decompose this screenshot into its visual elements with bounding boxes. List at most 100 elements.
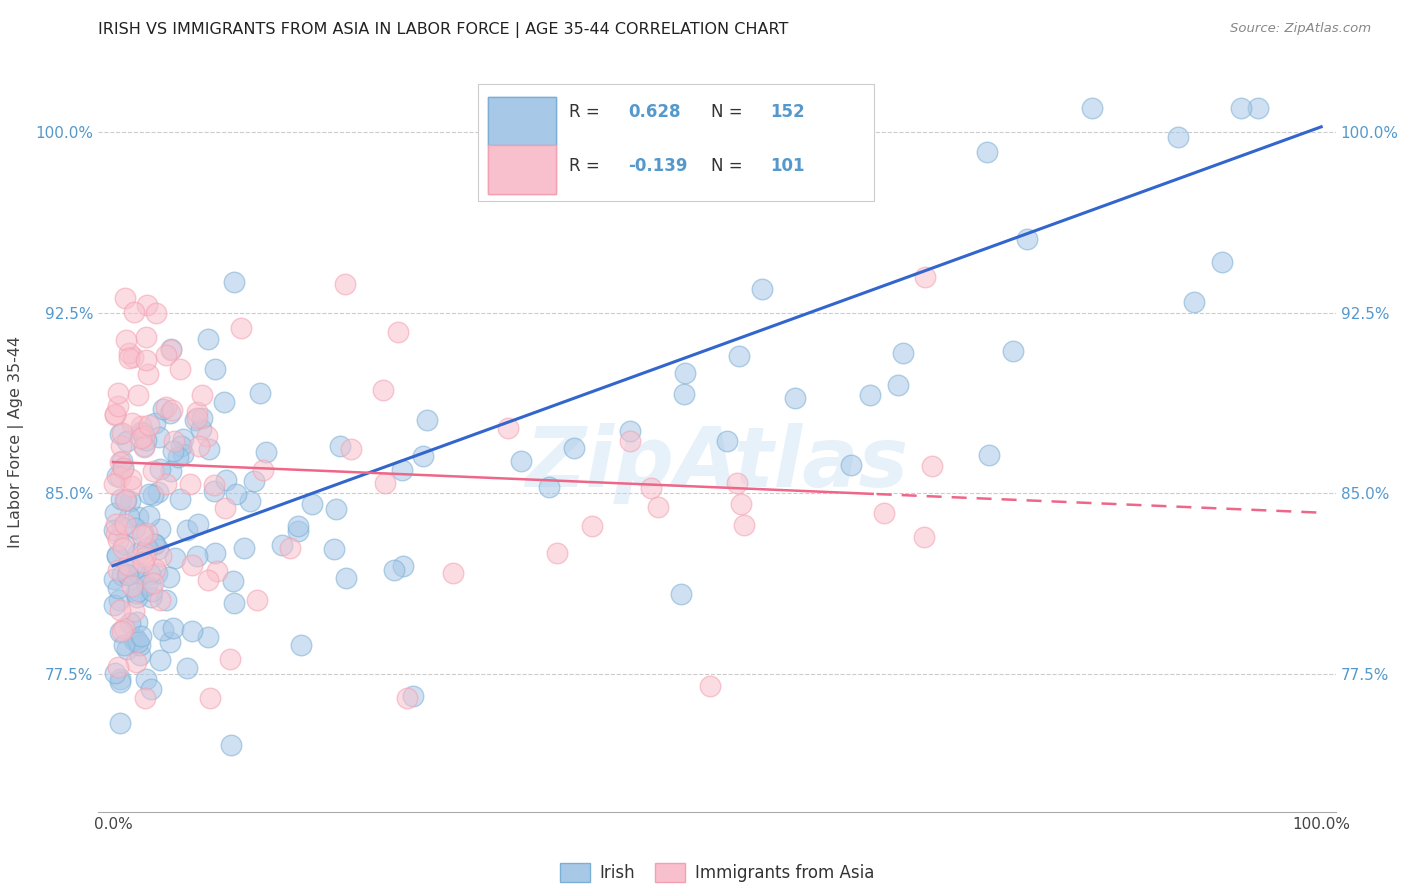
Point bbox=[160, 464, 183, 478]
Point bbox=[129, 629, 152, 643]
Point bbox=[197, 630, 219, 644]
Text: Source: ZipAtlas.com: Source: ZipAtlas.com bbox=[1230, 22, 1371, 36]
Point bbox=[1017, 231, 1039, 245]
Point bbox=[112, 638, 135, 652]
Point bbox=[155, 400, 177, 414]
Point bbox=[135, 298, 157, 312]
Point bbox=[122, 604, 145, 618]
Point bbox=[172, 432, 194, 446]
Point bbox=[117, 567, 139, 582]
Point bbox=[204, 546, 226, 560]
Point bbox=[143, 537, 166, 551]
Point bbox=[138, 487, 160, 501]
Point bbox=[647, 500, 669, 515]
Point bbox=[716, 434, 738, 448]
Point bbox=[1002, 344, 1025, 359]
Point bbox=[167, 450, 190, 465]
Point bbox=[246, 593, 269, 607]
Point bbox=[187, 517, 209, 532]
Point bbox=[122, 350, 145, 364]
Point bbox=[581, 518, 603, 533]
Point bbox=[122, 633, 145, 648]
Point bbox=[145, 305, 167, 319]
Point bbox=[138, 508, 160, 523]
Point bbox=[134, 549, 156, 564]
Point bbox=[132, 525, 155, 540]
Point bbox=[107, 563, 129, 577]
Point bbox=[402, 689, 425, 703]
Point bbox=[160, 343, 183, 357]
Point bbox=[108, 470, 131, 484]
Point bbox=[120, 478, 142, 492]
Point bbox=[139, 566, 162, 581]
Point bbox=[110, 672, 132, 686]
Point bbox=[222, 596, 245, 610]
Point bbox=[301, 497, 323, 511]
Point bbox=[198, 442, 221, 457]
Point bbox=[204, 361, 226, 376]
Text: R =: R = bbox=[568, 157, 605, 175]
Point bbox=[120, 493, 142, 508]
Point bbox=[121, 579, 143, 593]
Point bbox=[699, 679, 721, 693]
Point bbox=[135, 330, 157, 344]
Point bbox=[111, 520, 134, 534]
Point bbox=[290, 638, 312, 652]
Point bbox=[179, 477, 201, 491]
Point bbox=[129, 425, 152, 439]
Point bbox=[728, 349, 751, 363]
Point bbox=[335, 571, 357, 585]
Point bbox=[149, 549, 172, 563]
Point bbox=[873, 506, 896, 520]
Point bbox=[107, 660, 129, 674]
Point bbox=[107, 399, 129, 413]
Point bbox=[891, 346, 914, 360]
Point bbox=[181, 624, 204, 638]
Point bbox=[163, 434, 186, 449]
Point bbox=[159, 406, 181, 420]
Point bbox=[146, 485, 169, 500]
Point bbox=[163, 550, 186, 565]
Point bbox=[108, 455, 131, 469]
Point bbox=[233, 541, 256, 556]
Point bbox=[114, 516, 136, 531]
Point bbox=[108, 593, 131, 607]
Point bbox=[169, 361, 191, 376]
Text: 101: 101 bbox=[770, 157, 804, 175]
Point bbox=[103, 598, 125, 612]
Point bbox=[112, 460, 135, 475]
Text: ZipAtlas: ZipAtlas bbox=[526, 423, 908, 504]
Point bbox=[110, 439, 132, 453]
Point bbox=[127, 635, 149, 649]
Point bbox=[136, 526, 159, 541]
Point bbox=[105, 549, 128, 563]
Point bbox=[104, 408, 127, 422]
Point bbox=[155, 348, 177, 362]
Point bbox=[160, 343, 183, 357]
Text: 0.628: 0.628 bbox=[628, 103, 681, 121]
Point bbox=[197, 573, 219, 587]
Point bbox=[188, 440, 211, 454]
Point bbox=[127, 590, 149, 604]
Point bbox=[562, 441, 585, 455]
Point bbox=[149, 462, 172, 476]
Point bbox=[112, 537, 135, 551]
Point bbox=[131, 419, 153, 434]
Point bbox=[396, 691, 419, 706]
Point bbox=[839, 458, 862, 472]
Point bbox=[125, 632, 148, 646]
Text: 152: 152 bbox=[770, 103, 804, 121]
Point bbox=[117, 510, 139, 524]
Point bbox=[108, 674, 131, 689]
Point bbox=[219, 738, 242, 752]
Point bbox=[142, 464, 165, 478]
Point bbox=[271, 538, 294, 552]
Point bbox=[108, 427, 131, 442]
Point bbox=[129, 431, 152, 445]
Point bbox=[108, 603, 131, 617]
FancyBboxPatch shape bbox=[488, 97, 557, 145]
Point bbox=[117, 558, 139, 573]
Point bbox=[412, 449, 434, 463]
Text: N =: N = bbox=[711, 157, 748, 175]
Point bbox=[135, 353, 157, 368]
